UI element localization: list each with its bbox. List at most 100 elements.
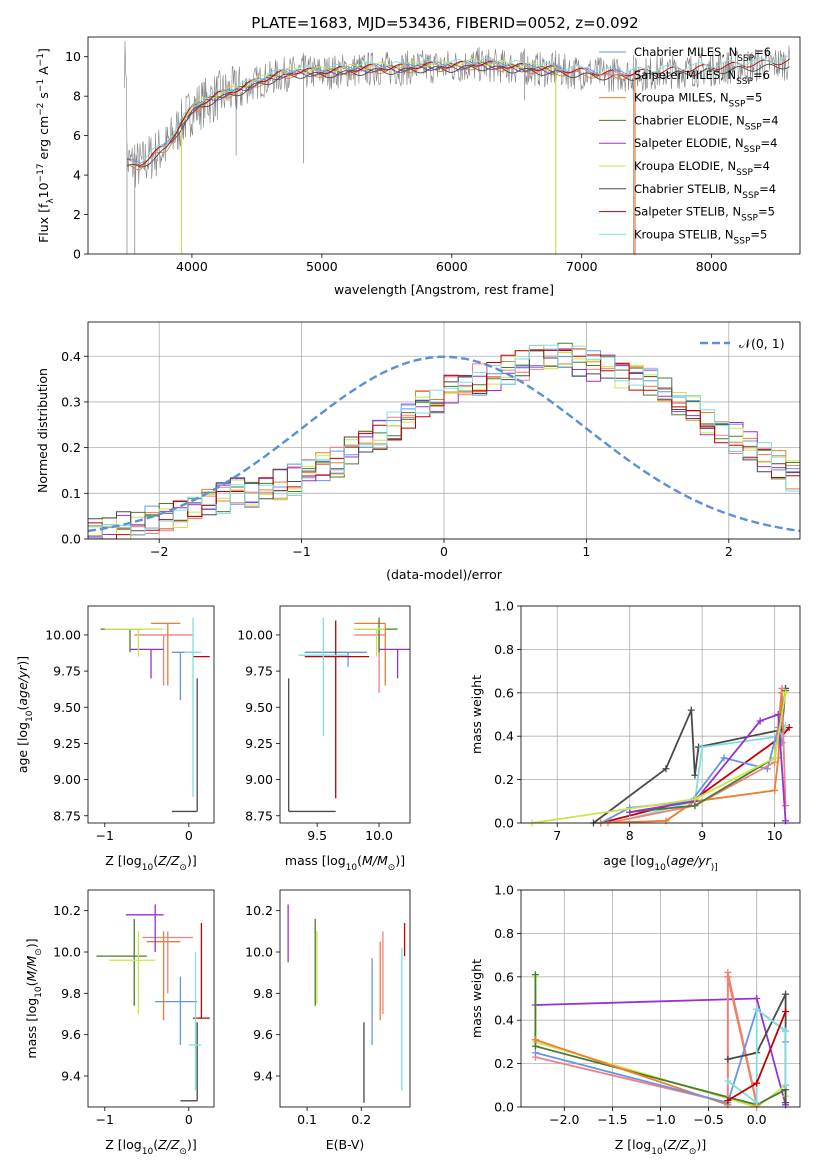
y-tick-label: 0.4 <box>494 729 514 744</box>
weight-marker <box>691 771 699 779</box>
y-tick-label: 0.8 <box>494 926 514 941</box>
x-axis-label: age [log10(age/yr)] <box>603 853 718 873</box>
legend-label: Chabrier MILES, NSSP=6 <box>634 45 771 64</box>
histogram-step <box>88 345 800 539</box>
axes-frame <box>87 36 801 255</box>
weight-marker <box>626 808 634 816</box>
age-vs-mass-panel: 9.5 10.0 8.75 9.00 9.25 9.50 9.75 10.00 mass [lo… <box>237 605 411 873</box>
y-tick-label: 9.6 <box>61 1027 81 1042</box>
y-tick-label: 0 <box>73 247 81 262</box>
x-tick-label: −2 <box>150 544 168 559</box>
weight-marker <box>782 689 790 697</box>
weight-line <box>600 692 783 823</box>
y-tick-label: 9.4 <box>61 1069 81 1084</box>
histogram-step <box>88 349 800 538</box>
x-tick-label: −1 <box>96 1112 114 1127</box>
x-tick-label: 8 <box>626 828 634 843</box>
x-tick-label: 8000 <box>696 259 728 274</box>
weight-marker <box>691 795 699 803</box>
x-tick-label: 7 <box>553 828 561 843</box>
mass-vs-reddening-panel: 0.1 0.2 9.4 9.6 9.8 10.0 10.2 E(B-V) <box>245 889 411 1152</box>
weight-line <box>531 692 787 823</box>
y-tick-label: 0.4 <box>61 349 81 364</box>
axes-frame <box>87 889 215 1108</box>
weight-marker <box>774 711 782 718</box>
legend-label: Kroupa ELODIE, NSSP=4 <box>634 159 770 178</box>
y-tick-label: 6 <box>73 128 81 143</box>
axes-frame <box>520 889 801 1108</box>
y-tick-label: 1.0 <box>494 883 514 898</box>
x-tick-label: 0.2 <box>351 1112 371 1127</box>
axes-frame <box>279 889 411 1108</box>
weight-marker <box>771 786 779 794</box>
weight-marker <box>782 990 790 998</box>
weight-marker <box>753 995 761 1002</box>
x-axis-label: wavelength [Angstrom, rest frame] <box>334 282 554 297</box>
y-tick-label: 10.0 <box>53 945 81 960</box>
y-tick-label: 10.00 <box>45 627 81 642</box>
y-tick-label: 9.50 <box>53 700 81 715</box>
x-tick-label: −2.0 <box>549 1112 579 1127</box>
weight-line <box>727 1007 787 1105</box>
weight-marker <box>782 1081 790 1089</box>
y-tick-label: 0.4 <box>494 1013 514 1028</box>
weight-marker <box>782 1027 790 1035</box>
x-tick-label: 5000 <box>306 259 338 274</box>
y-tick-label: 9.00 <box>245 772 273 787</box>
x-tick-label: 1 <box>582 544 590 559</box>
histogram-step <box>88 342 800 539</box>
y-tick-label: 9.25 <box>53 736 81 751</box>
y-tick-label: 0.3 <box>61 394 81 409</box>
legend-label: Chabrier ELODIE, NSSP=4 <box>634 113 779 132</box>
weight-marker <box>724 968 732 976</box>
normal-curve <box>88 355 800 533</box>
y-tick-label: 9.8 <box>61 986 81 1001</box>
y-tick-label: 8.75 <box>53 808 81 823</box>
x-tick-label: 6000 <box>436 259 468 274</box>
histogram-step <box>88 348 800 539</box>
x-tick-label: 10.0 <box>365 828 393 843</box>
y-tick-label: 0.6 <box>494 685 514 700</box>
y-tick-label: 10 <box>65 49 81 64</box>
y-axis-label: Flux [fλ10−17 erg cm−2 s−1 A−1] <box>36 48 56 243</box>
y-tick-label: 9.8 <box>253 986 273 1001</box>
legend-label: Kroupa STELIB, NSSP=5 <box>634 227 767 246</box>
residual-histogram-panel: −2 −1 0 1 2 0.0 0.1 0.2 0.3 0.4 𝒩(0, 1) (data-model… <box>35 321 801 582</box>
weight-marker <box>724 1055 732 1063</box>
x-axis-label: (data-model)/error <box>386 567 503 582</box>
x-axis-label: Z [log10(Z/Z⊙)] <box>105 1137 196 1157</box>
figure-title: PLATE=1683, MJD=53436, FIBERID=0052, z=0… <box>251 14 638 32</box>
weight-line <box>534 974 787 1106</box>
weight-marker <box>531 1036 539 1044</box>
x-tick-label: 0 <box>185 828 193 843</box>
weight-line <box>535 972 758 1104</box>
x-tick-label: 0 <box>440 544 448 559</box>
y-tick-label: 0.2 <box>494 1056 514 1071</box>
y-tick-label: 0.1 <box>61 486 81 501</box>
legend-label: Salpeter MILES, NSSP=6 <box>634 68 770 87</box>
x-tick-label: 7000 <box>566 259 598 274</box>
weight-line <box>535 976 758 1107</box>
x-tick-label: 4000 <box>176 259 208 274</box>
weight-marker <box>753 1099 761 1107</box>
y-tick-label: 0.2 <box>494 772 514 787</box>
y-tick-label: 0.6 <box>494 969 514 984</box>
y-tick-label: 9.6 <box>253 1027 273 1042</box>
y-axis-label: mass weight <box>469 959 484 1038</box>
weight-marker <box>753 1005 761 1013</box>
weight-marker <box>531 1042 539 1050</box>
spectrum-panel: 4000 5000 6000 7000 8000 0 2 4 6 8 10 Chabrier MILE… <box>36 36 801 297</box>
axes-frame <box>87 321 801 540</box>
y-tick-label: 4 <box>73 168 81 183</box>
weight-marker <box>662 765 670 773</box>
y-tick-label: 9.75 <box>53 664 81 679</box>
y-tick-label: 2 <box>73 207 81 222</box>
legend-label: Chabrier STELIB, NSSP=4 <box>634 182 776 201</box>
x-tick-label: 9 <box>698 828 706 843</box>
weight-vs-age-panel: 7 8 9 10 0.0 0.2 0.4 0.6 0.8 1.0 age [log10(age/yr… <box>469 599 801 873</box>
y-axis-label: mass weight <box>469 675 484 754</box>
y-tick-label: 0.2 <box>61 440 81 455</box>
y-tick-label: 8.75 <box>245 808 273 823</box>
weight-marker <box>687 706 695 714</box>
